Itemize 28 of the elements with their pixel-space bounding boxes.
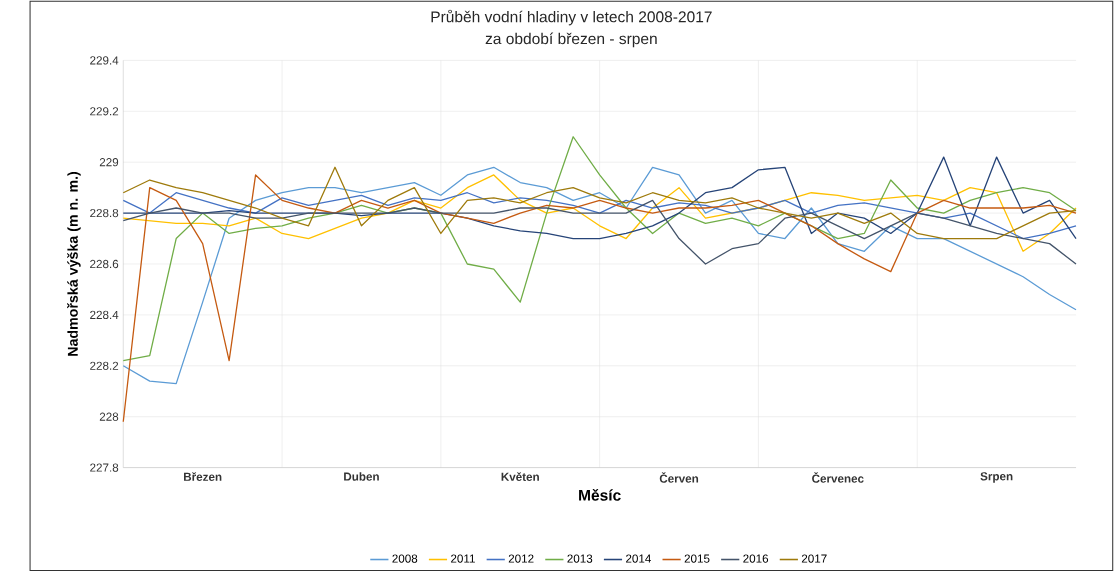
legend-label: 2013 [567,554,593,563]
legend-label: 2017 [801,554,827,563]
y-tick-label: 228.6 [90,259,119,269]
legend-label: 2012 [508,554,534,563]
y-tick-label: 228.8 [90,209,119,218]
legend-label: 2014 [626,554,651,563]
legend-label: 2011 [451,554,475,563]
line-series [122,136,1077,362]
x-axis-title: Měsíc [579,489,621,501]
y-tick-label: 228.2 [90,361,119,371]
chart-title: Průběh vodní hladiny v letech 2008-2017 [431,9,712,26]
y-tick-label: 228.4 [90,310,119,320]
x-tick-label: Květen [501,472,539,482]
legend-label: 2008 [392,554,418,563]
y-axis-title: Nadmořská výška (m n. m.) [67,171,81,356]
x-tick-label: Březen [184,472,222,482]
legend-label: 2015 [684,554,710,563]
y-tick-label: 229.4 [90,56,119,65]
y-tick-label: 229 [99,158,119,167]
x-tick-label: Srpen [980,472,1013,483]
x-tick-label: Červenec [812,472,864,483]
y-tick-label: 227.8 [90,463,119,472]
x-tick-label: Duben [344,472,379,481]
y-tick-label: 228 [99,412,119,421]
chart-subtitle: za období březen - srpen [485,32,657,48]
y-tick-label: 229.2 [90,107,119,116]
x-tick-label: Červen [659,472,699,483]
legend-label: 2016 [743,554,769,563]
